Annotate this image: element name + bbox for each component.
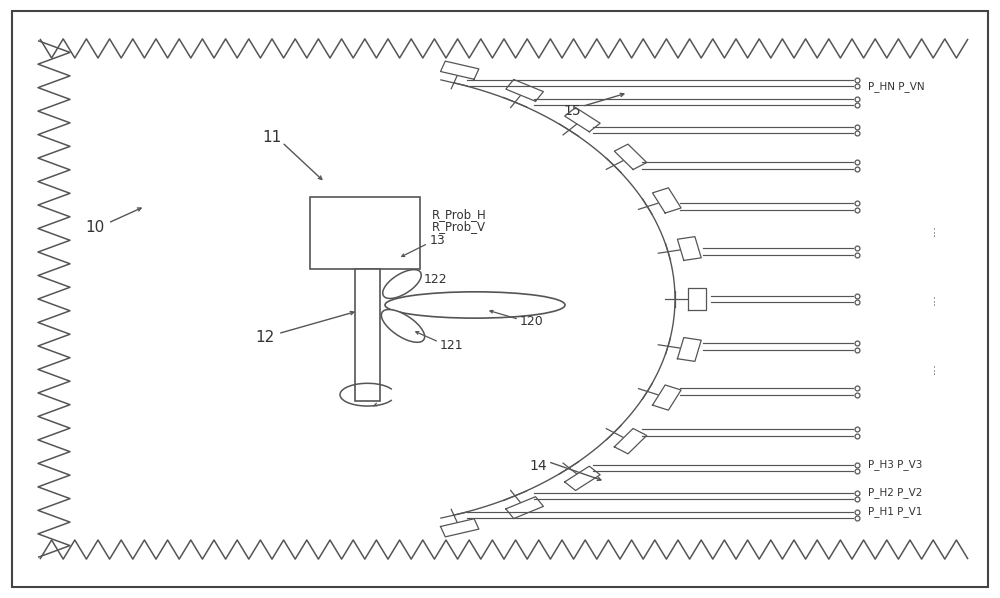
Ellipse shape [381,310,425,342]
Text: ···: ··· [928,293,942,305]
Text: 122: 122 [424,273,448,286]
Text: P_H2 P_V2: P_H2 P_V2 [868,487,922,498]
Text: 12: 12 [255,330,275,346]
Text: P_H1 P_V1: P_H1 P_V1 [868,507,922,517]
Ellipse shape [383,270,421,298]
Text: ···: ··· [928,224,942,236]
Ellipse shape [385,292,565,318]
Text: R_Prob_H: R_Prob_H [432,208,487,221]
Text: ···: ··· [928,362,942,374]
Bar [355,269,380,401]
Text: 15: 15 [563,103,581,118]
Bar [310,197,420,269]
Text: 13: 13 [430,234,446,247]
Text: P_HN P_VN: P_HN P_VN [868,81,925,91]
Text: 11: 11 [262,130,282,145]
Text: 120: 120 [520,315,544,328]
Text: 121: 121 [440,339,464,352]
Text: P_H3 P_V3: P_H3 P_V3 [868,459,922,470]
Text: 14: 14 [529,459,547,474]
Text: 10: 10 [85,219,105,235]
Text: R_Prob_V: R_Prob_V [432,219,486,233]
